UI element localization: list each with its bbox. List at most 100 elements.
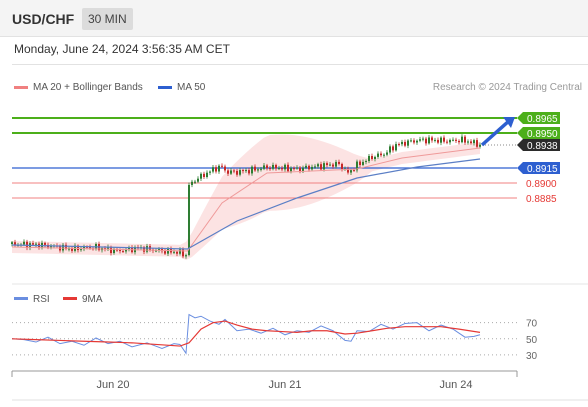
- candle-body: [407, 140, 409, 146]
- candle-body: [419, 139, 421, 141]
- candle-body: [218, 165, 220, 172]
- candle-body: [425, 138, 427, 144]
- candle-body: [443, 137, 445, 142]
- candle-body: [245, 170, 247, 172]
- forecast-arrow: [480, 118, 512, 147]
- candle-body: [464, 136, 466, 143]
- candle-body: [239, 170, 241, 175]
- candle-body: [215, 167, 217, 172]
- candle-body: [11, 242, 13, 244]
- rsi-line: [11, 313, 481, 355]
- candle-body: [392, 146, 394, 151]
- candle-body: [269, 168, 271, 170]
- candle-body: [296, 167, 298, 169]
- candle-body: [263, 165, 265, 169]
- candle-body: [434, 139, 436, 141]
- level-tag-0.8938: [517, 139, 560, 151]
- candle-body: [341, 163, 343, 170]
- legend-ma50-label: MA 50: [177, 82, 206, 93]
- candle-body: [182, 249, 184, 257]
- candle-body: [32, 243, 34, 245]
- level-tag-0.8950: [517, 127, 560, 139]
- candle-body: [440, 137, 442, 143]
- candle-body: [242, 170, 244, 172]
- candle-body: [194, 181, 196, 183]
- candle-body: [458, 140, 460, 143]
- candle-body: [89, 247, 91, 249]
- rsi-ma-line: [11, 320, 481, 347]
- rsi-ma-legend-label: 9MA: [82, 294, 103, 305]
- candle-body: [191, 181, 193, 185]
- candle-body: [329, 164, 331, 166]
- legend-ma50: MA 50: [158, 82, 205, 93]
- candle-body: [209, 171, 211, 173]
- candle-body: [365, 161, 367, 163]
- candle-body: [71, 248, 73, 251]
- candle-body: [158, 249, 160, 251]
- candle-body: [473, 140, 475, 144]
- level-label-0.8938: 0.8938: [527, 141, 558, 152]
- ma20-swatch: [14, 85, 28, 89]
- timeframe-badge[interactable]: 30 MIN: [82, 8, 133, 30]
- candle-body: [455, 139, 457, 141]
- candle-body: [227, 170, 229, 174]
- candle-body: [449, 139, 451, 143]
- rsi-legend-label: RSI: [33, 294, 50, 305]
- x-tick-label: Jun 21: [268, 379, 301, 391]
- candle-body: [35, 243, 37, 245]
- candle-body: [278, 168, 280, 170]
- candle-body: [173, 251, 175, 253]
- candle-body: [362, 161, 364, 165]
- candle-body: [401, 141, 403, 145]
- candle-body: [293, 168, 295, 170]
- rsi-tick-label: 30: [526, 351, 538, 362]
- candle-body: [323, 163, 325, 170]
- candle-body: [128, 247, 130, 250]
- candle-body: [356, 161, 358, 171]
- candle-body: [164, 251, 166, 254]
- candle-body: [428, 137, 430, 144]
- candle-body: [371, 155, 373, 160]
- candle-body: [320, 164, 322, 170]
- level-tag-0.8915: [517, 162, 560, 174]
- candle-body: [338, 161, 340, 164]
- candle-body: [197, 178, 199, 182]
- candle-body: [119, 249, 121, 252]
- candle-body: [251, 166, 253, 174]
- candle-body: [176, 251, 178, 254]
- datetime-label: Monday, June 24, 2024 3:56:35 AM CET: [14, 42, 230, 56]
- candle-body: [284, 164, 286, 170]
- candle-body: [116, 249, 118, 251]
- level-tag-0.8965: [517, 112, 560, 124]
- candle-body: [467, 141, 469, 143]
- divider: [12, 64, 588, 65]
- candle-body: [437, 139, 439, 143]
- ma50-line: [11, 158, 481, 250]
- bollinger-band: [12, 134, 480, 261]
- candle-body: [14, 242, 16, 245]
- candle-body: [410, 140, 412, 142]
- rsi-ma-legend-swatch: [63, 297, 77, 300]
- candle-body: [179, 249, 181, 254]
- candle-body: [155, 250, 157, 252]
- candle-body: [479, 144, 481, 147]
- candle-body: [317, 164, 319, 167]
- legend-ma20: MA 20 + Bollinger Bands: [14, 82, 143, 93]
- rsi-legend-swatch: [14, 297, 28, 300]
- candle-body: [107, 246, 109, 250]
- candle-body: [86, 246, 88, 248]
- candle-body: [368, 155, 370, 162]
- candle-body: [230, 170, 232, 174]
- candle-body: [233, 170, 235, 172]
- candle-body: [374, 156, 376, 160]
- candle-body: [260, 168, 262, 170]
- x-tick-label: Jun 20: [96, 379, 129, 391]
- candle-body: [302, 167, 304, 171]
- candle-body: [257, 169, 259, 171]
- candle-body: [212, 167, 214, 172]
- candle-body: [44, 242, 46, 245]
- level-label-0.8915: 0.8915: [527, 164, 558, 175]
- candle-body: [332, 164, 334, 167]
- candle-body: [380, 153, 382, 156]
- candle-body: [224, 166, 226, 171]
